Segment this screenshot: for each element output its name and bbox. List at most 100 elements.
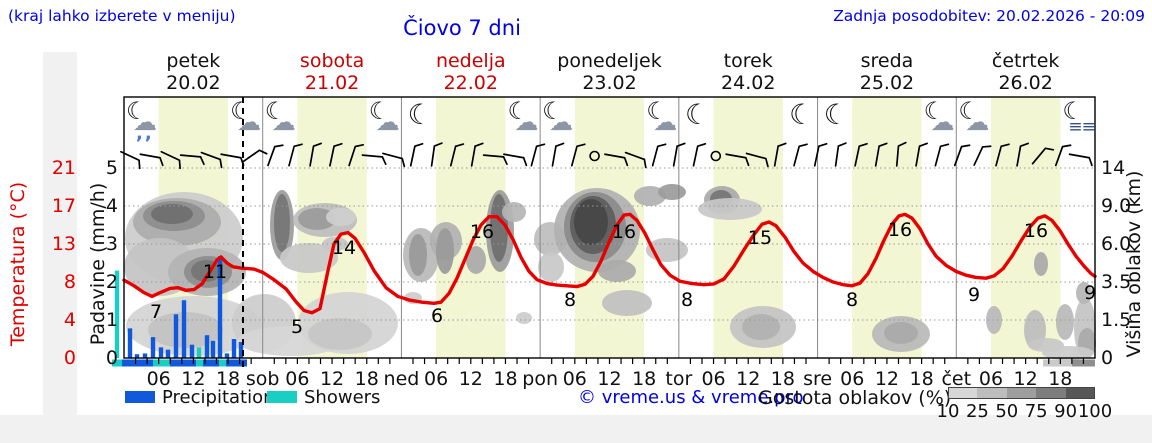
precip-tick-label: 4: [105, 195, 118, 217]
wind-barb-icon: [267, 144, 284, 167]
precipitation-bar: [217, 256, 223, 358]
day-name: četrtek: [991, 50, 1060, 72]
cloud-blob: [658, 184, 686, 200]
x-hour-label: 12: [1013, 368, 1038, 390]
temperature-value-label: 11: [202, 261, 228, 283]
cloud-blob: [1056, 304, 1074, 340]
wind-barb-icon: [348, 143, 365, 167]
cloud-height-tick-label: 3.5: [1101, 271, 1132, 293]
daytime-band: [990, 97, 1061, 358]
precipitation-axis-title: Padavine (mm/h): [87, 182, 109, 346]
copyright-link[interactable]: © vreme.us & vreme.pro: [578, 387, 804, 408]
precip-type-strip: [226, 359, 247, 367]
precip-type-strip: [170, 359, 196, 367]
cloud-blob: [326, 208, 356, 226]
moon-cloud-icon: ☾ ☁: [230, 97, 262, 136]
precipitation-bar: [189, 344, 195, 358]
cloud-height-tick-label: 9.0: [1101, 195, 1132, 217]
precip-tick-label: 0: [105, 347, 118, 369]
precipitation-bar: [142, 353, 148, 358]
precip-type-strip: [122, 359, 153, 367]
moon-cloud-icon: ☾ ☁: [923, 97, 955, 136]
wind-barb-icon: [692, 142, 707, 167]
day-name: sobota: [299, 50, 365, 72]
precipitation-bar: [181, 300, 187, 358]
cloud-blob: [280, 243, 338, 273]
day-header-četrtek: četrtek 26.02: [956, 50, 1095, 96]
cloud-blob: [1076, 282, 1092, 304]
cloud-density-swatch: [977, 387, 1007, 399]
moon-cloud-icon: ☾ ☁: [542, 97, 574, 136]
wind-barb-icon: [813, 142, 828, 167]
temperature-value-label: 14: [331, 237, 357, 259]
daytime-band: [852, 97, 922, 358]
cloud-density-swatch: [1036, 387, 1066, 399]
wind-barb-icon: [1054, 144, 1072, 167]
day-date: 22.02: [443, 72, 498, 94]
cloud-density-scale-label: 10: [936, 401, 960, 422]
moon-cloud-icon: ☾ ☁: [646, 97, 678, 136]
cloud-blob: [466, 246, 486, 274]
cloud-density-scale-label: 75: [1024, 401, 1048, 422]
cloud-blob: [884, 322, 918, 344]
wind-barb-icon: [773, 142, 787, 167]
wind-barb-icon: [651, 143, 667, 167]
precipitation-bar: [165, 349, 171, 358]
day-date: 21.02: [304, 72, 360, 94]
x-day-abbr-label: ned: [383, 368, 420, 390]
showers-bar: [196, 347, 202, 358]
wind-barb-icon: [551, 142, 565, 167]
wind-barb-icon: [725, 153, 750, 167]
temperature-value-label: 5: [290, 316, 304, 338]
x-hour-label: 06: [285, 368, 310, 390]
temperature-value-label: 7: [149, 301, 163, 323]
x-hour-label: 18: [354, 368, 379, 390]
moon-cloud-icon: ☾ ☁: [507, 97, 539, 136]
temperature-value-label: 16: [469, 221, 495, 243]
day-date: 24.02: [721, 72, 776, 94]
moon-cloud-rain-icon: ☾ ☁,,: [126, 97, 157, 144]
cloud-blob: [742, 314, 780, 340]
x-hour-label: 18: [493, 368, 518, 390]
wind-barb-icon: [570, 143, 586, 167]
x-hour-label: 12: [597, 368, 622, 390]
wind-barb-icon: [973, 145, 992, 166]
moon-icon: ☾: [823, 98, 849, 131]
temperature-value-label: 9: [1083, 282, 1097, 304]
page-title: Čiovo 7 dni: [403, 16, 521, 40]
x-hour-label: 18: [1048, 368, 1073, 390]
wind-calm-icon: [710, 150, 722, 162]
cloud-blob: [602, 290, 652, 316]
cloud-blob: [298, 208, 336, 230]
day-name: ponedeljek: [557, 50, 662, 72]
showers-legend-swatch: [267, 391, 297, 403]
precip-tick-label: 1: [105, 309, 118, 331]
wind-barb-icon: [309, 142, 322, 167]
wind-barb-icon: [915, 142, 928, 167]
moon-icon: ☾: [788, 98, 815, 131]
x-hour-label: 06: [146, 368, 171, 390]
wind-barb-icon: [329, 142, 343, 167]
wind-barb-icon: [470, 142, 484, 167]
x-hour-label: 18: [770, 368, 795, 390]
day-header-nedelja: nedelja 22.02: [401, 50, 540, 96]
cloud-blob: [574, 199, 608, 245]
cloud-density-swatch: [948, 387, 978, 399]
x-hour-label: 06: [840, 368, 865, 390]
moon-cloud-icon: ☾ ☁: [264, 97, 296, 136]
wind-barb-icon: [361, 154, 387, 166]
precipitation-bar: [173, 314, 179, 358]
temp-tick-label: 21: [51, 157, 76, 179]
wind-barb-icon: [1031, 147, 1055, 165]
left-margin-strip: [43, 52, 77, 415]
day-date: 25.02: [859, 72, 915, 94]
wind-barb-icon: [382, 152, 406, 168]
showers-legend-label: Showers: [304, 387, 381, 408]
day-name: torek: [723, 50, 773, 72]
moon-fog-icon: ☾ ≡≡: [1062, 97, 1095, 137]
cloud-height-tick-label: 6.0: [1101, 233, 1132, 255]
wind-barb-icon: [672, 142, 686, 167]
day-header-row: petek 20.02 sobota 21.02 nedelja 22.02 ponedel…: [124, 50, 1095, 96]
wind-barb-icon: [793, 143, 808, 167]
